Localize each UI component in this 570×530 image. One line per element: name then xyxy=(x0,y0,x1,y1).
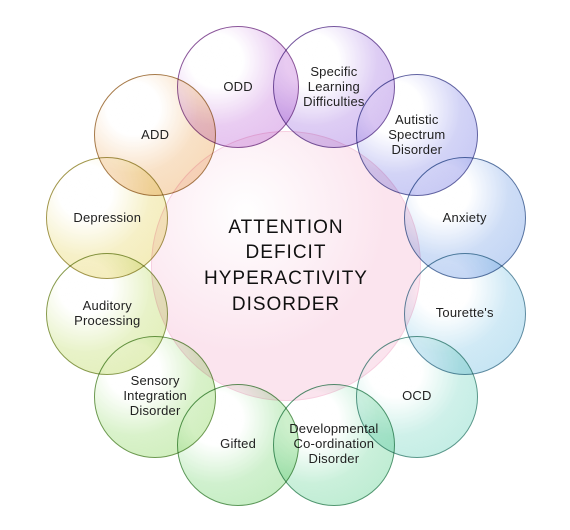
bubble-label: Autistic Spectrum Disorder xyxy=(388,113,445,158)
bubble-label: Sensory Integration Disorder xyxy=(123,374,187,419)
bubble-label: Depression xyxy=(73,211,141,226)
bubble-label: ADD xyxy=(141,128,169,143)
bubble-label: Specific Learning Difficulties xyxy=(303,65,364,110)
bubble-label: Anxiety xyxy=(443,211,487,226)
bubble-label: Auditory Processing xyxy=(74,299,140,329)
center-label: ATTENTION DEFICIT HYPERACTIVITY DISORDER xyxy=(204,215,368,318)
bubble-add: ADD xyxy=(94,74,216,196)
bubble-label: Tourette's xyxy=(436,306,494,321)
bubble-label: Gifted xyxy=(220,437,256,452)
bubble-label: Developmental Co-ordination Disorder xyxy=(289,422,378,467)
bubble-label: ODD xyxy=(223,80,253,95)
diagram-stage: ATTENTION DEFICIT HYPERACTIVITY DISORDER… xyxy=(0,0,570,530)
bubble-label: OCD xyxy=(402,389,432,404)
